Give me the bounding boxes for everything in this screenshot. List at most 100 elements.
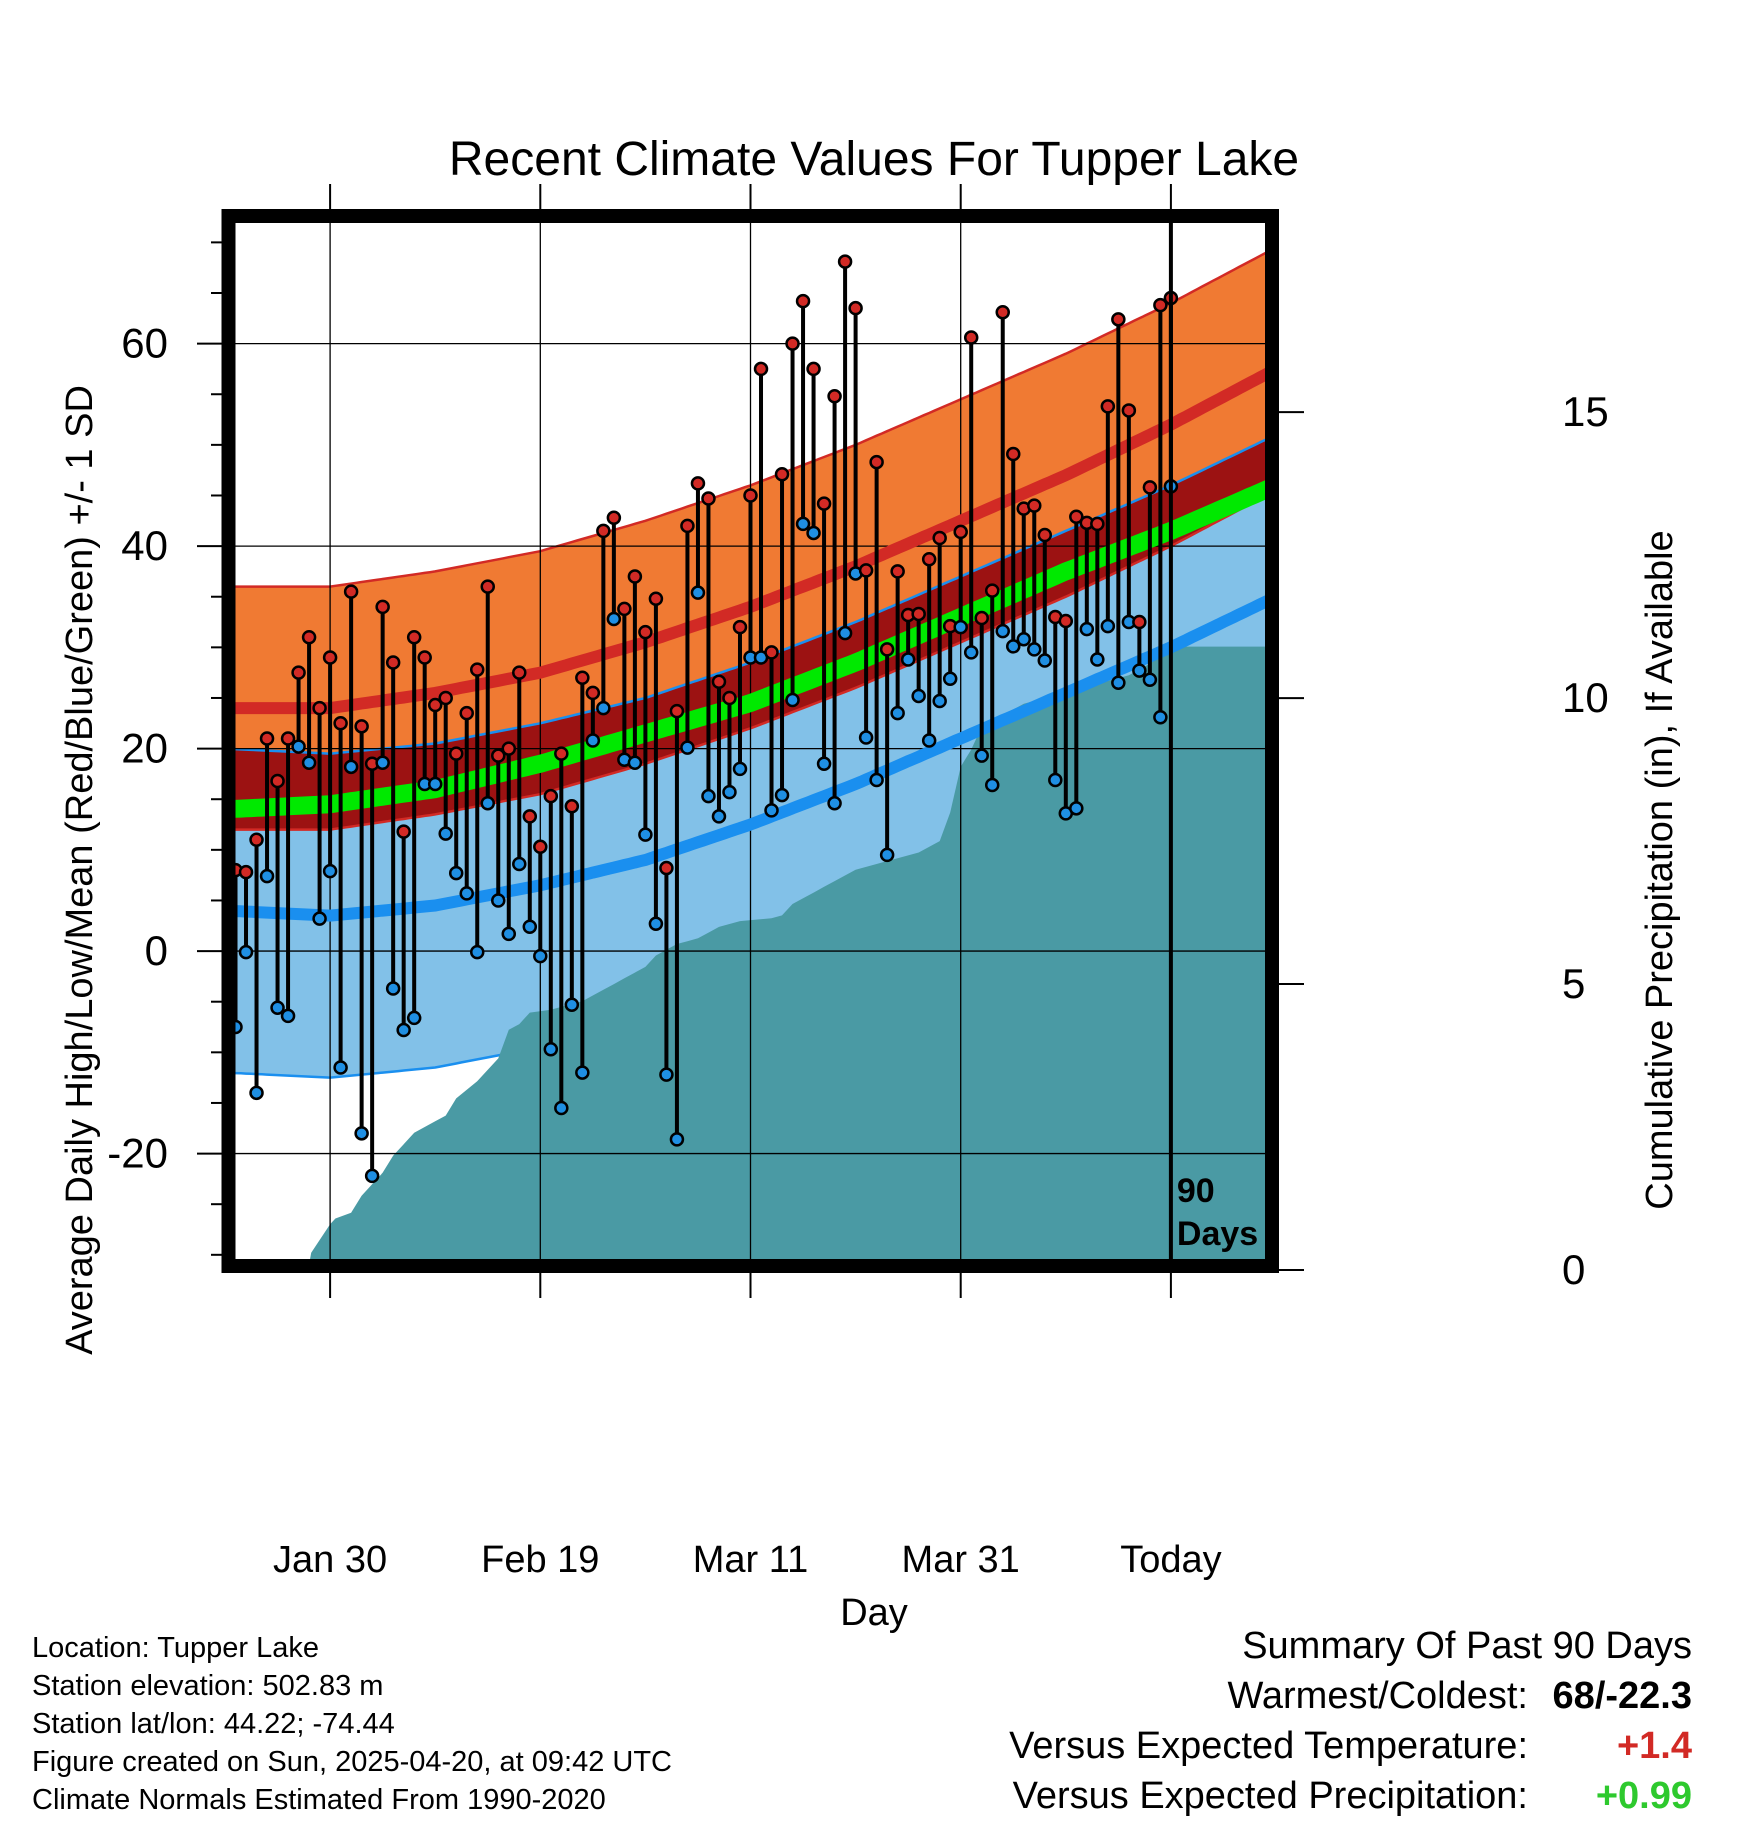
y2-tick-label: 5 — [1562, 960, 1585, 1007]
summary-warmest-label: Warmest/Coldest: — [1227, 1675, 1528, 1717]
daily-high-point — [438, 690, 453, 706]
x-tick-label: Feb 19 — [481, 1539, 599, 1581]
daily-high-point — [480, 579, 495, 594]
daily-high-point — [491, 748, 506, 763]
daily-low-point — [795, 516, 811, 532]
daily-low-point — [606, 611, 622, 627]
daily-low-point — [638, 827, 653, 842]
today-marker-label-days-count: 90 — [1177, 1172, 1215, 1210]
daily-low-point — [1037, 653, 1053, 668]
daily-high-point — [1090, 516, 1105, 532]
daily-low-point — [585, 733, 601, 748]
daily-low-point — [900, 652, 916, 667]
daily-high-point — [732, 619, 748, 635]
daily-high-point — [606, 510, 622, 526]
x-tick-label: Jan 30 — [273, 1539, 387, 1581]
daily-low-point — [406, 1010, 422, 1026]
daily-high-point — [932, 530, 947, 546]
summary-temp-value: +1.4 — [1616, 1725, 1692, 1767]
daily-low-point — [354, 1126, 369, 1141]
daily-low-point — [785, 692, 800, 708]
daily-low-point — [953, 619, 968, 635]
daily-low-point — [238, 944, 254, 960]
plot-content: 90 Days — [232, 220, 1268, 1262]
summary-precip-row: Versus Expected Precipitation: +0.99 — [1013, 1775, 1692, 1818]
daily-low-point — [879, 847, 895, 863]
daily-low-point — [333, 1060, 348, 1075]
daily-low-point — [974, 748, 989, 763]
daily-high-point — [270, 773, 285, 789]
daily-low-point — [575, 1065, 590, 1080]
x-tick-label: Today — [1120, 1539, 1221, 1581]
daily-low-point — [385, 981, 401, 996]
daily-high-point — [543, 788, 559, 804]
daily-high-point — [280, 731, 296, 746]
daily-low-point — [711, 809, 727, 824]
daily-low-point — [270, 1000, 285, 1016]
daily-high-point — [554, 746, 569, 761]
summary-warmest-row: Warmest/Coldest: 68/-22.3 — [1227, 1675, 1692, 1718]
daily-low-point — [890, 705, 905, 721]
daily-high-point — [291, 665, 306, 680]
daily-low-point — [869, 772, 884, 788]
daily-high-point — [627, 569, 643, 584]
overlap-band — [232, 438, 1268, 830]
daily-high-point — [680, 518, 695, 534]
daily-high-point — [575, 670, 590, 685]
daily-low-point — [722, 784, 737, 800]
today-marker-label-days: Days — [1177, 1215, 1258, 1253]
y2-tick-label: 0 — [1562, 1246, 1585, 1293]
daily-low-point — [774, 787, 790, 803]
x-tick-label: Mar 11 — [693, 1539, 808, 1581]
daily-low-point — [1142, 672, 1158, 687]
plot-frame — [221, 209, 1279, 1273]
y-tick-label: 0 — [145, 927, 168, 974]
y-axis-label: Average Daily High/Low/Mean (Red/Blue/Gr… — [59, 385, 101, 1355]
x-axis-label: Day — [840, 1592, 908, 1634]
daily-low-point — [396, 1022, 411, 1038]
daily-high-point — [911, 606, 926, 622]
y2-tick-label: 15 — [1562, 388, 1609, 435]
daily-high-point — [301, 629, 317, 645]
summary-warmest-value: 68/-22.3 — [1552, 1675, 1692, 1717]
daily-high-point — [427, 697, 443, 713]
daily-high-point — [974, 610, 989, 626]
daily-high-point — [564, 799, 580, 814]
daily-low-point — [701, 788, 716, 804]
daily-high-point — [806, 361, 821, 377]
daily-high-point — [448, 746, 464, 761]
daily-high-point — [659, 860, 674, 876]
daily-range-sticks — [233, 261, 1173, 1176]
daily-high-point — [1142, 480, 1158, 495]
daily-low-point — [1048, 772, 1063, 788]
daily-high-point — [827, 389, 842, 404]
daily-low-point — [627, 755, 643, 771]
y-tick-label: 20 — [121, 725, 168, 772]
daily-low-point — [259, 868, 275, 884]
daily-low-point — [448, 865, 464, 881]
daily-high-point — [354, 719, 369, 734]
daily-low-point — [911, 688, 926, 704]
daily-low-point — [301, 755, 317, 771]
daily-low-point — [438, 826, 453, 841]
daily-high-point — [406, 629, 422, 645]
daily-high-point — [816, 496, 832, 511]
daily-low-point — [963, 645, 979, 660]
daily-high-point — [858, 563, 874, 578]
chart-title: Recent Climate Values For Tupper Lake — [449, 133, 1299, 186]
daily-low-point — [312, 911, 327, 926]
daily-low-point — [1016, 631, 1032, 647]
summary-precip-label: Versus Expected Precipitation: — [1012, 1775, 1528, 1817]
daily-high-point — [963, 330, 979, 345]
summary-precip-value: +0.99 — [1595, 1775, 1692, 1817]
daily-low-point — [995, 623, 1010, 639]
daily-high-point — [1100, 399, 1116, 414]
daily-low-point — [501, 926, 517, 942]
y2-axis-label: Cumulative Precipitation (in), If Availa… — [1639, 530, 1681, 1209]
daily-high-point — [522, 809, 538, 824]
plot-area: 90 Days Jan 30 Feb 19 Mar 11 Mar 31 Today -20 0 2… — [107, 184, 1609, 1581]
summary-temp-label: Versus Expected Temperature: — [1009, 1725, 1528, 1767]
daily-high-point — [1111, 312, 1126, 327]
daily-high-point — [648, 591, 664, 607]
